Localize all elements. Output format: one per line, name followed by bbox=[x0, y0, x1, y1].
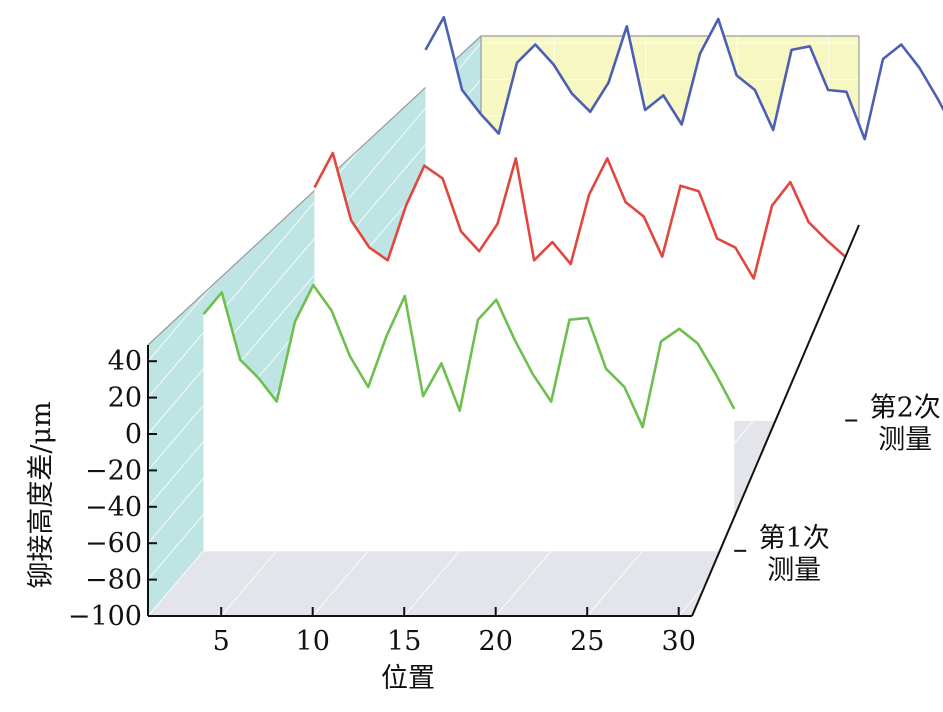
axes bbox=[147, 224, 860, 617]
series-label-line: 第1次 bbox=[759, 523, 830, 554]
series-1-ribbon bbox=[203, 285, 735, 551]
series-label: 第2次测量 bbox=[870, 393, 941, 456]
series-2 bbox=[313, 151, 847, 421]
y-tick-label: −20 bbox=[85, 455, 142, 486]
y-tick-label: −100 bbox=[68, 601, 142, 632]
y-tick-label: 20 bbox=[108, 383, 142, 414]
y-axis-label: 铆接高度差/μm bbox=[26, 401, 57, 588]
y-tick-label: −40 bbox=[85, 492, 142, 523]
y-tick-label: 0 bbox=[125, 419, 142, 450]
x-axis-label: 位置 bbox=[381, 663, 435, 694]
x-tick-label: 15 bbox=[387, 626, 421, 657]
x-tick-label: 25 bbox=[570, 626, 604, 657]
ticks: 5 10 15 20 25 3040200−20−40−60−80−100第1次测量第2次… bbox=[68, 346, 941, 657]
series-label-line: 测量 bbox=[878, 425, 932, 456]
series-3-ribbon bbox=[425, 17, 943, 291]
y-tick-label: −80 bbox=[85, 565, 142, 596]
x-tick-label: 20 bbox=[479, 626, 513, 657]
wall-gridline bbox=[147, 0, 457, 362]
series-2-line bbox=[313, 151, 847, 280]
series-label: 第1次测量 bbox=[759, 523, 830, 586]
y-tick-label: −60 bbox=[85, 528, 142, 559]
series-1 bbox=[202, 283, 736, 551]
x-tick-label: 5 bbox=[213, 626, 230, 657]
series-2-ribbon bbox=[314, 153, 846, 421]
y-tick-label: 40 bbox=[108, 346, 142, 377]
series-label-line: 测量 bbox=[767, 555, 821, 586]
series-3-line bbox=[424, 15, 943, 141]
series-3 bbox=[424, 15, 943, 291]
x-tick-label: 30 bbox=[662, 626, 696, 657]
x-tick-label: 10 bbox=[296, 626, 330, 657]
series-ribbons bbox=[202, 15, 943, 551]
series-label-line: 第2次 bbox=[870, 393, 941, 424]
series-1-line bbox=[202, 283, 736, 429]
series-axis-line bbox=[691, 224, 860, 617]
